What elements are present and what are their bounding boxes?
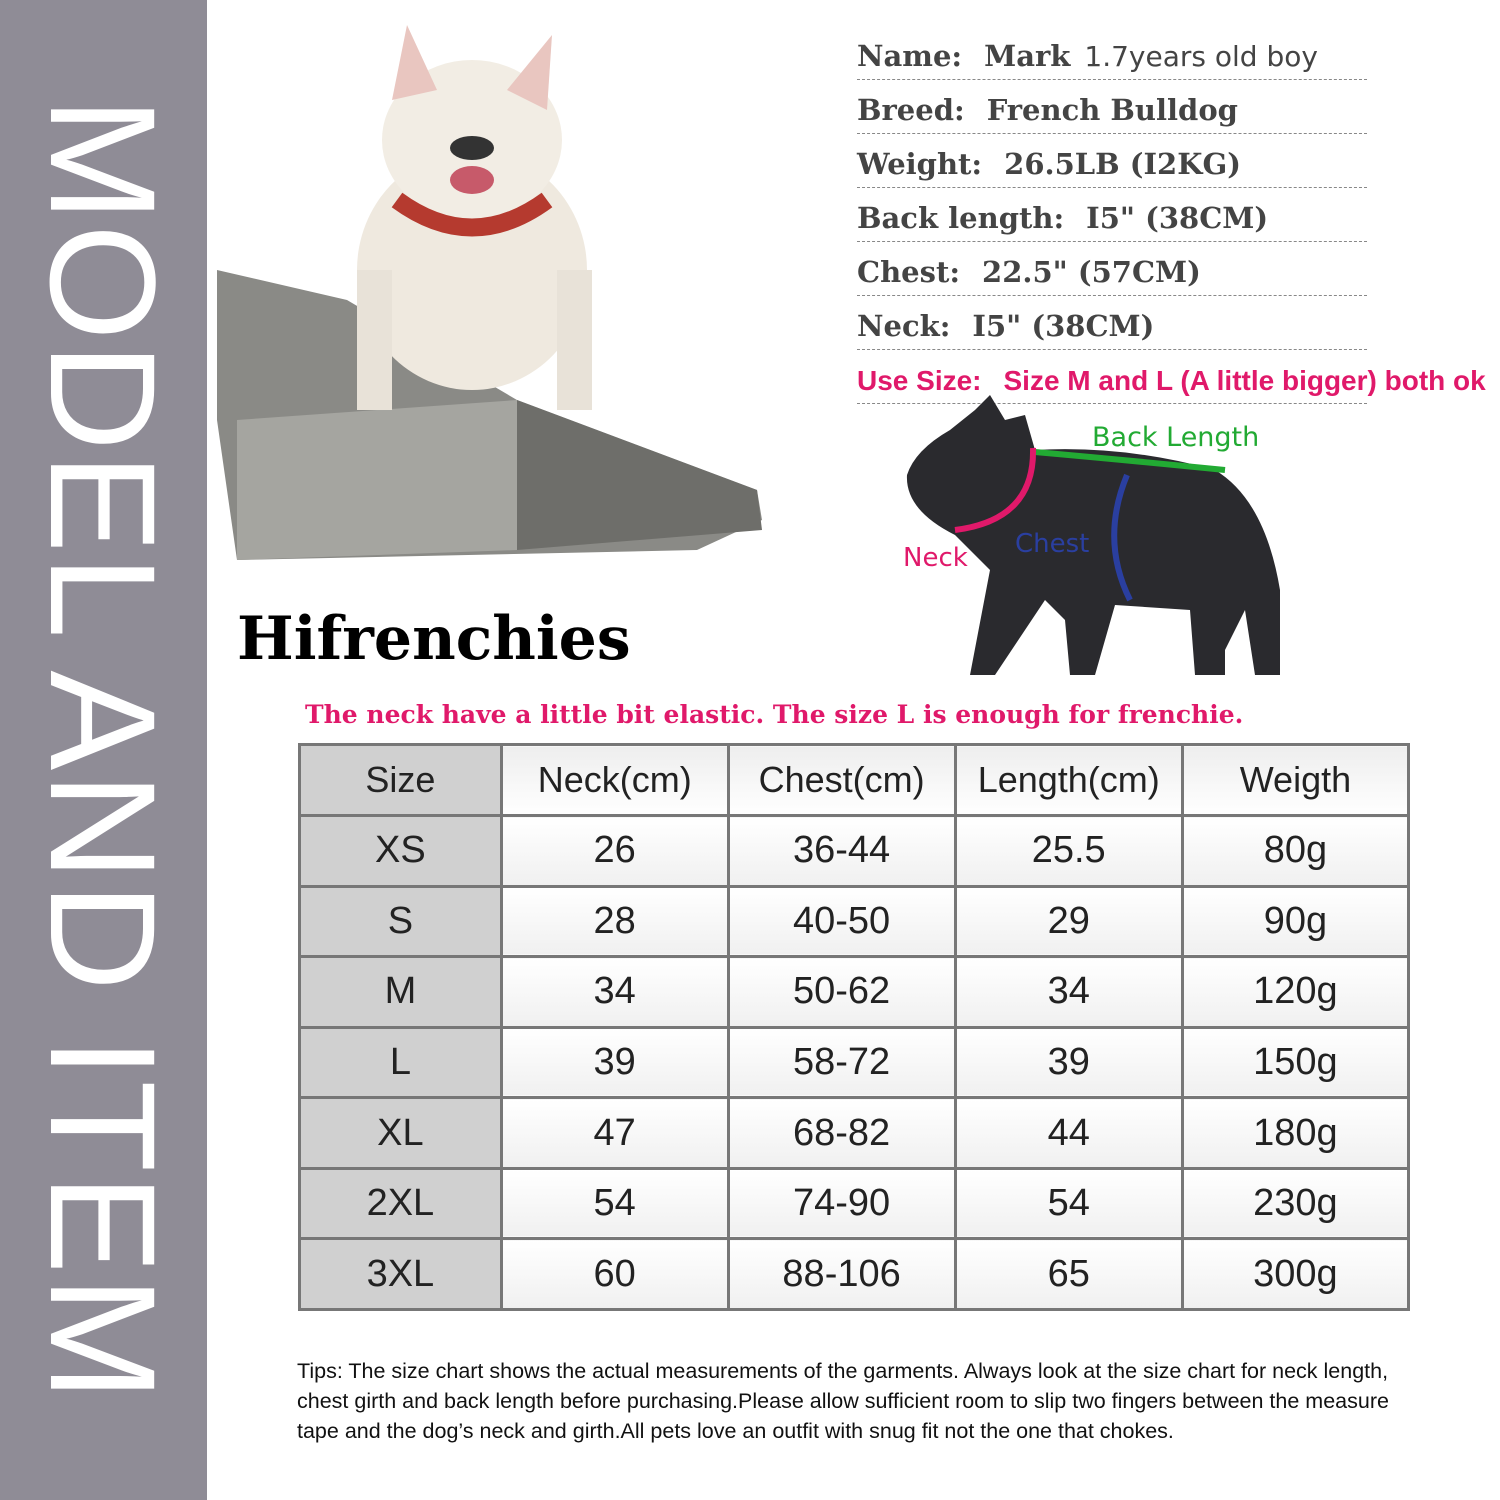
table-row: XL 47 68-82 44 180g <box>298 1096 1411 1170</box>
model-dog-photo <box>217 25 762 560</box>
table-row: 3XL 60 88-106 65 300g <box>298 1237 1411 1311</box>
label: Breed: <box>857 93 965 127</box>
model-info: Name: Mark 1.7years old boy Breed: French B… <box>857 26 1486 404</box>
cell-chest: 50-62 <box>726 955 957 1029</box>
cell-chest: 88-106 <box>726 1237 957 1311</box>
cell-length: 44 <box>953 1096 1184 1170</box>
label: Neck: <box>857 309 951 343</box>
cell-size: 3XL <box>298 1237 503 1311</box>
header-size: Size <box>298 743 503 817</box>
label: Use Size: <box>857 365 982 396</box>
size-table: Size Neck(cm) Chest(cm) Length(cm) Weigt… <box>298 743 1411 1311</box>
value: 26.5LB (I2KG) <box>1004 147 1241 181</box>
cell-size: M <box>298 955 503 1029</box>
tips-text: Tips: The size chart shows the actual me… <box>297 1359 1389 1443</box>
back-length-label: Back Length <box>1092 422 1259 453</box>
info-use-size: Use Size: Size M and L (A little bigger) … <box>857 350 1486 404</box>
neck-line <box>954 447 1037 533</box>
cell-chest: 74-90 <box>726 1166 957 1241</box>
cell-length: 65 <box>953 1237 1184 1311</box>
cell-neck: 47 <box>499 1096 730 1170</box>
label: Weight: <box>857 147 983 181</box>
cell-length: 34 <box>953 955 1184 1029</box>
info-weight: Weight: 26.5LB (I2KG) <box>857 134 1367 188</box>
value: Size M and L (A little bigger) both ok <box>1003 365 1486 396</box>
chest-label: Chest <box>1015 529 1089 559</box>
header-chest: Chest(cm) <box>726 743 957 817</box>
table-row: 2XL 54 74-90 54 230g <box>298 1166 1411 1241</box>
cell-neck: 39 <box>499 1025 730 1100</box>
info-name: Name: Mark 1.7years old boy <box>857 26 1367 80</box>
cell-weight: 120g <box>1180 955 1411 1029</box>
cell-neck: 54 <box>499 1166 730 1241</box>
cell-neck: 34 <box>499 955 730 1029</box>
cell-chest: 40-50 <box>726 884 957 959</box>
value: I5" (38CM) <box>972 309 1155 343</box>
chest-line <box>1111 473 1133 602</box>
info-neck: Neck: I5" (38CM) <box>857 296 1367 350</box>
table-row: M 34 50-62 34 120g <box>298 955 1411 1029</box>
cell-weight: 180g <box>1180 1096 1411 1170</box>
header-length: Length(cm) <box>953 743 1184 817</box>
cell-size: L <box>298 1025 503 1100</box>
cell-size: XS <box>298 814 503 888</box>
cell-chest: 58-72 <box>726 1025 957 1100</box>
table-row: L 39 58-72 39 150g <box>298 1025 1411 1100</box>
neck-label: Neck <box>903 543 968 573</box>
age: 1.7years old boy <box>1084 40 1318 73</box>
header-neck: Neck(cm) <box>499 743 730 817</box>
back-length-line <box>1034 449 1226 473</box>
cell-chest: 36-44 <box>726 814 957 888</box>
cell-length: 25.5 <box>953 814 1184 888</box>
cell-weight: 150g <box>1180 1025 1411 1100</box>
header-weight: Weigth <box>1180 743 1411 817</box>
table-header: Size Neck(cm) Chest(cm) Length(cm) Weigt… <box>298 743 1411 817</box>
side-title: MODEL AND ITEM <box>19 97 187 1403</box>
cell-chest: 68-82 <box>726 1096 957 1170</box>
cell-neck: 28 <box>499 884 730 959</box>
brand-name: Hifrenchies <box>237 604 631 674</box>
table-row: S 28 40-50 29 90g <box>298 884 1411 959</box>
info-breed: Breed: French Bulldog <box>857 80 1367 134</box>
cell-weight: 90g <box>1180 884 1411 959</box>
info-back-length: Back length: I5" (38CM) <box>857 188 1367 242</box>
measurement-diagram: Back Length Neck Chest <box>903 395 1280 675</box>
table-row: XS 26 36-44 25.5 80g <box>298 814 1411 888</box>
value: 22.5" (57CM) <box>982 255 1201 289</box>
label: Chest: <box>857 255 961 289</box>
cell-length: 39 <box>953 1025 1184 1100</box>
cell-weight: 300g <box>1180 1237 1411 1311</box>
cell-size: S <box>298 884 503 959</box>
cell-weight: 230g <box>1180 1166 1411 1241</box>
cell-neck: 60 <box>499 1237 730 1311</box>
label: Back length: <box>857 201 1065 235</box>
label: Name: <box>857 39 963 73</box>
value: Mark <box>984 39 1071 73</box>
cell-size: 2XL <box>298 1166 503 1241</box>
cell-length: 29 <box>953 884 1184 959</box>
cell-weight: 80g <box>1180 814 1411 888</box>
cell-neck: 26 <box>499 814 730 888</box>
cell-length: 54 <box>953 1166 1184 1241</box>
value: French Bulldog <box>986 93 1238 127</box>
elastic-note: The neck have a little bit elastic. The … <box>305 700 1244 729</box>
info-chest: Chest: 22.5" (57CM) <box>857 242 1367 296</box>
cell-size: XL <box>298 1096 503 1170</box>
value: I5" (38CM) <box>1086 201 1269 235</box>
side-banner: MODEL AND ITEM <box>0 0 207 1500</box>
